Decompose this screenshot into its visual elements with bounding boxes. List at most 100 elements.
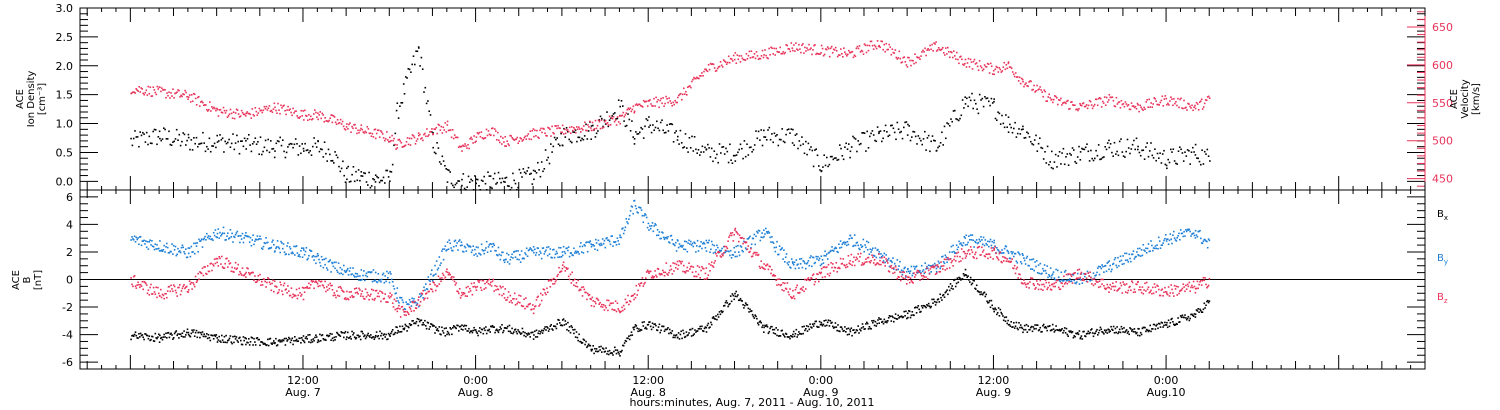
data-point (930, 48, 932, 51)
data-point (354, 292, 357, 294)
data-point (649, 124, 652, 127)
data-point (820, 263, 823, 265)
data-point (617, 99, 620, 101)
data-point (548, 253, 551, 255)
data-point (153, 340, 156, 342)
data-point (452, 245, 455, 248)
data-point (735, 230, 737, 233)
data-point (602, 126, 605, 129)
data-point (637, 289, 639, 292)
data-point (504, 288, 506, 290)
data-point (620, 236, 622, 239)
data-point (1201, 279, 1204, 282)
data-point (251, 337, 254, 339)
data-point (642, 137, 645, 139)
data-point (201, 100, 203, 103)
data-point (781, 247, 783, 249)
data-point (442, 258, 445, 261)
data-point (506, 252, 508, 255)
data-point (515, 250, 518, 252)
data-point (750, 247, 752, 250)
data-point (1175, 240, 1178, 242)
data-point (727, 250, 729, 253)
data-point (396, 102, 399, 104)
data-point (705, 148, 708, 150)
data-point (590, 129, 593, 132)
data-point (187, 252, 190, 255)
data-point (526, 170, 528, 172)
data-point (425, 288, 428, 290)
data-point (745, 248, 748, 251)
data-point (965, 234, 968, 237)
data-point (446, 124, 449, 126)
data-point (839, 267, 841, 270)
data-point (984, 96, 986, 98)
data-point (1061, 279, 1063, 281)
data-point (779, 284, 782, 287)
data-point (1188, 103, 1190, 105)
data-point (899, 131, 901, 134)
data-point (530, 138, 533, 141)
data-point (171, 288, 173, 290)
data-point (1027, 132, 1029, 135)
data-point (937, 260, 940, 263)
data-point (614, 241, 617, 243)
data-point (844, 51, 846, 53)
data-point (282, 243, 285, 245)
data-point (1200, 279, 1202, 282)
data-point (924, 130, 926, 133)
data-point (212, 239, 214, 241)
data-point (823, 266, 825, 268)
data-point (709, 270, 711, 272)
data-point (658, 129, 661, 132)
data-point (586, 250, 589, 253)
data-point (538, 305, 540, 307)
data-point (628, 300, 631, 302)
data-point (933, 265, 936, 268)
data-point (970, 239, 973, 241)
data-point (415, 140, 418, 142)
data-point (1095, 280, 1097, 282)
data-point (723, 60, 726, 62)
data-point (595, 242, 598, 244)
data-point (993, 241, 995, 244)
data-point (226, 116, 229, 118)
data-point (302, 110, 304, 112)
data-point (1037, 288, 1040, 291)
data-point (351, 273, 353, 275)
data-point (339, 118, 342, 121)
data-point (608, 115, 611, 118)
data-point (426, 128, 428, 130)
data-point (927, 264, 930, 267)
data-point (301, 337, 303, 339)
data-point (641, 106, 644, 108)
data-point (172, 284, 175, 286)
data-point (653, 97, 655, 100)
data-point (367, 332, 369, 335)
data-point (1205, 153, 1207, 155)
data-point (1114, 285, 1117, 288)
data-point (390, 295, 392, 298)
data-point (878, 44, 880, 47)
data-point (1160, 99, 1163, 102)
data-point (904, 266, 906, 269)
data-point (585, 241, 587, 244)
data-point (271, 111, 274, 113)
data-point (1173, 284, 1176, 287)
data-point (360, 127, 362, 130)
data-point (830, 249, 832, 252)
data-point (280, 144, 283, 147)
data-point (412, 55, 415, 57)
data-point (1206, 96, 1209, 98)
data-point (401, 146, 404, 148)
data-point (213, 142, 216, 145)
data-point (314, 336, 316, 339)
data-point (571, 141, 573, 144)
data-point (333, 116, 336, 118)
data-point (205, 239, 207, 241)
data-point (191, 100, 194, 102)
data-point (887, 259, 889, 261)
data-point (457, 180, 459, 182)
